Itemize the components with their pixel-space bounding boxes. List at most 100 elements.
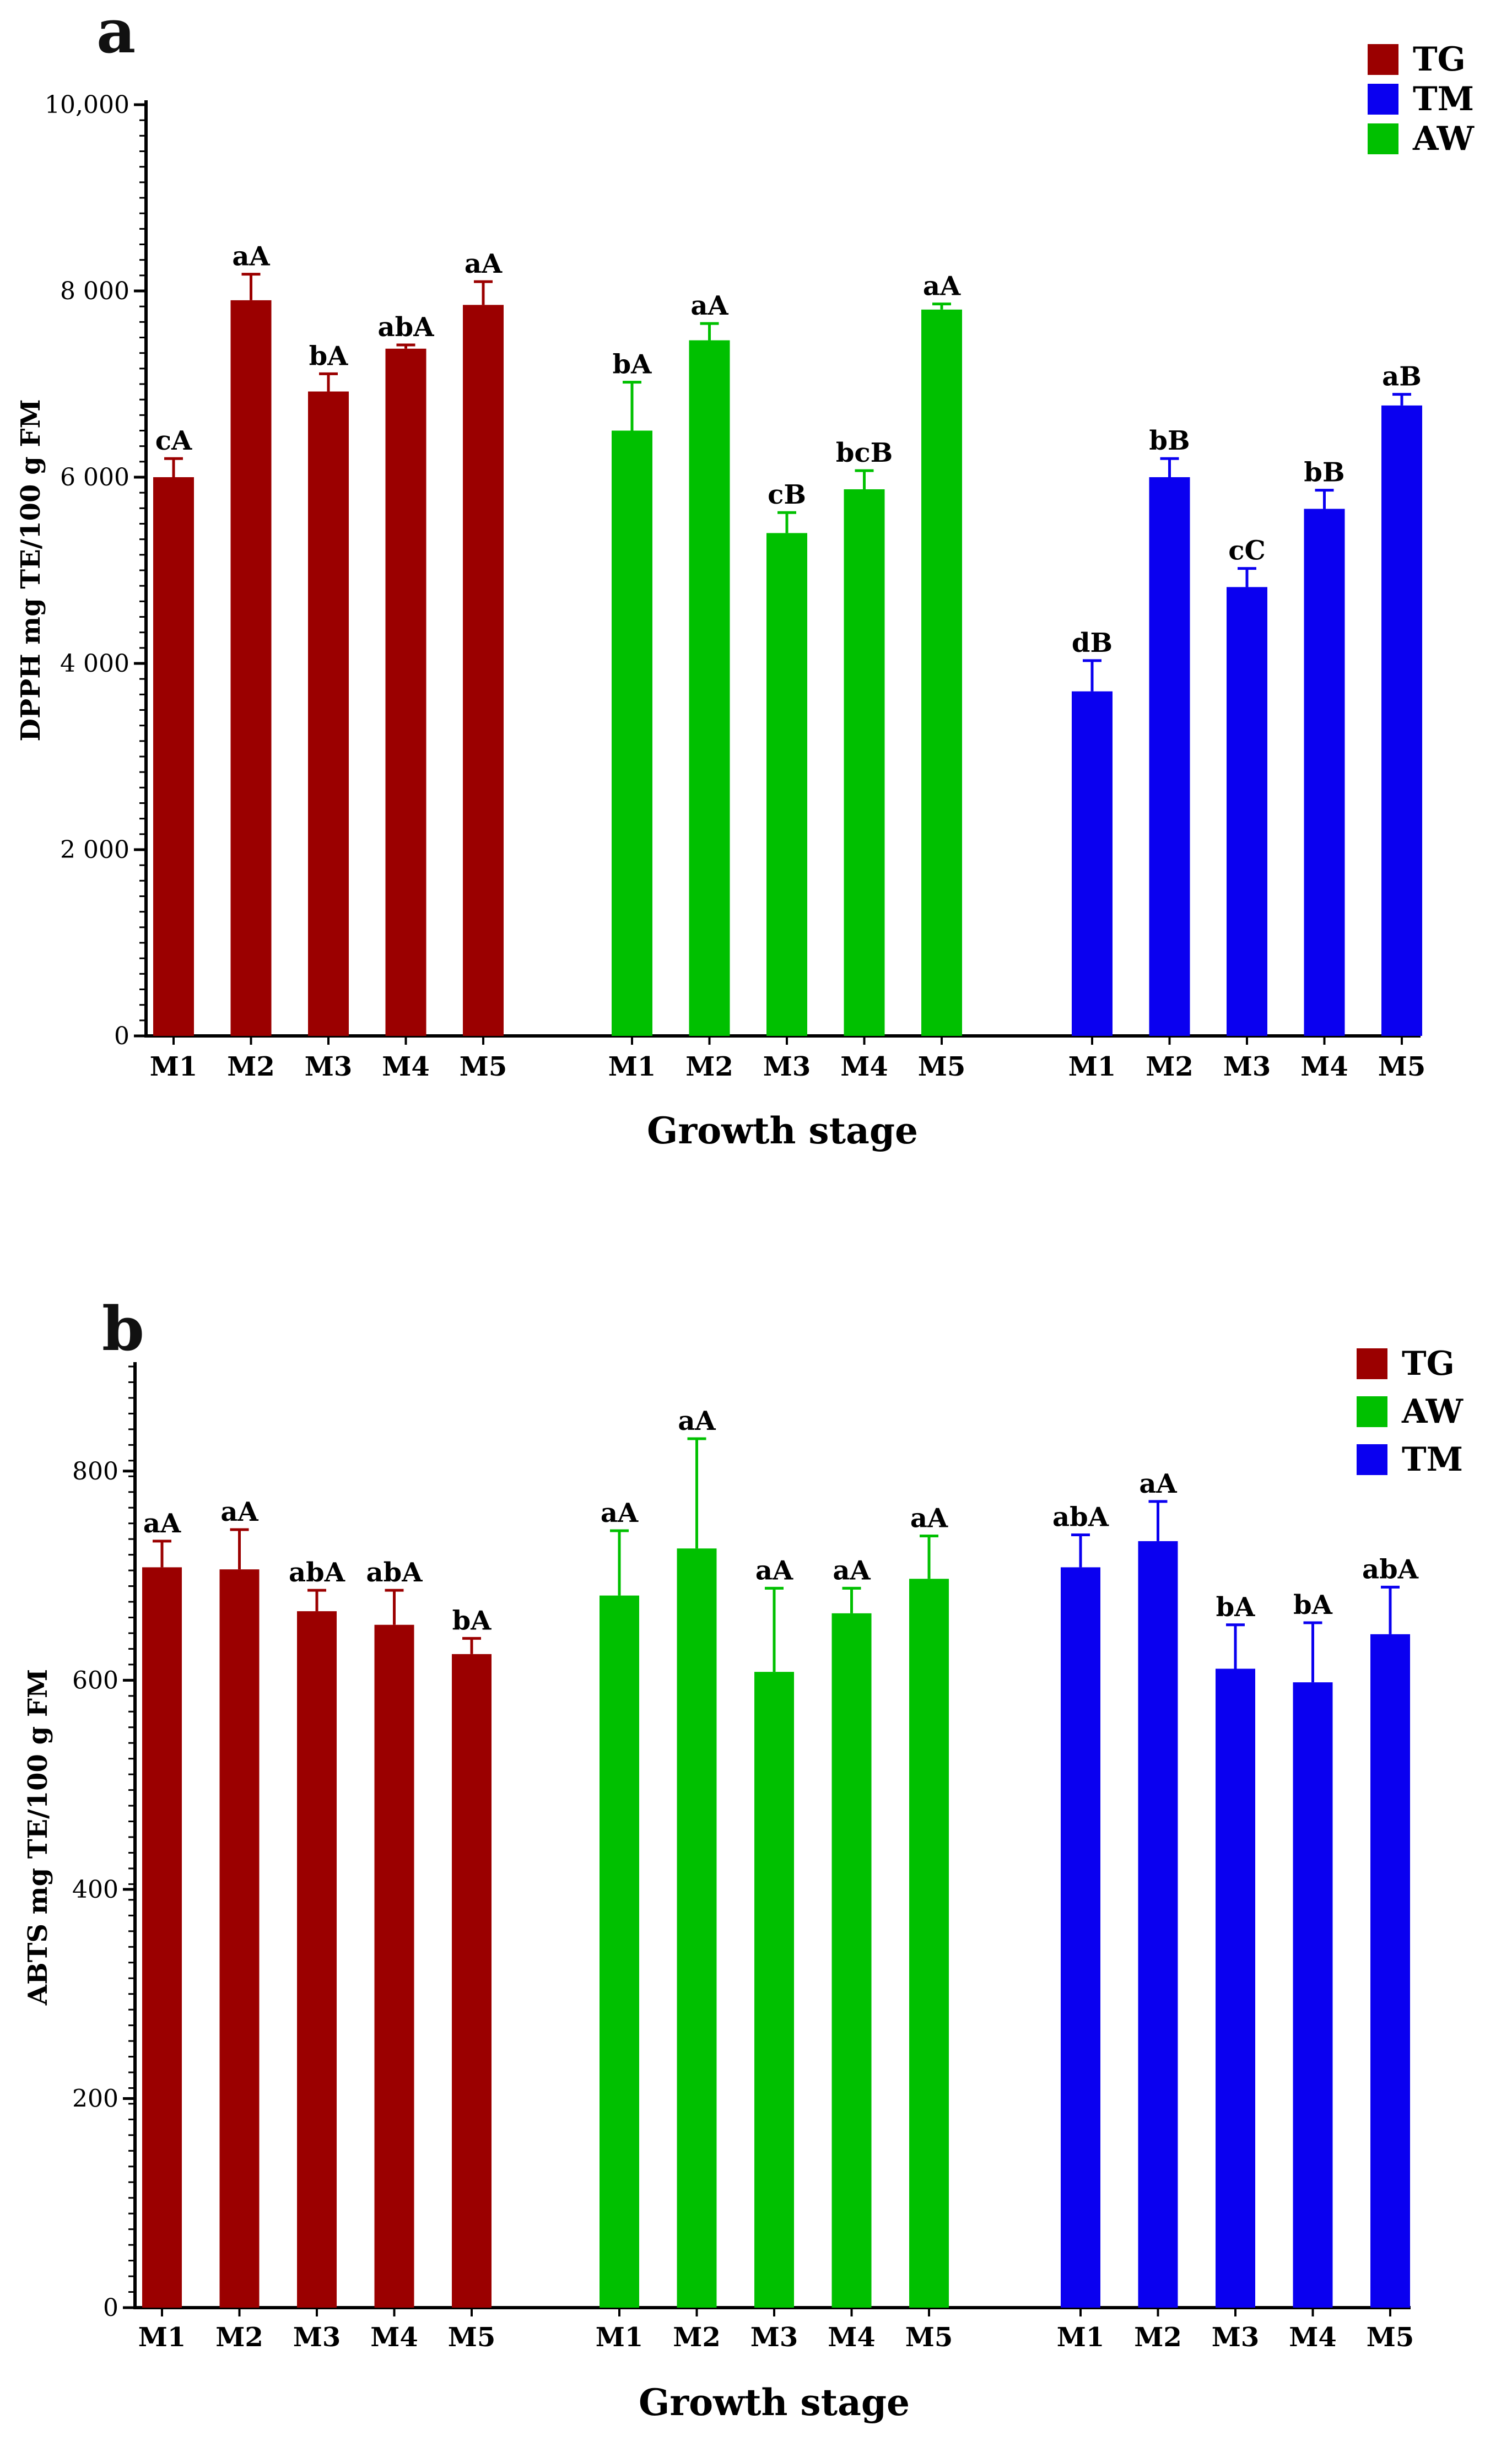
bar-label: aA: [1139, 1468, 1177, 1499]
bar: [1370, 1634, 1410, 2308]
bar-label: cA: [155, 425, 192, 456]
bar-label: abA: [378, 312, 435, 343]
bar-label: abA: [1052, 1502, 1109, 1533]
bar: [1149, 477, 1190, 1036]
bar-label: abA: [289, 1557, 345, 1588]
bar-label: bB: [1149, 425, 1190, 456]
x-tick-label: M5: [448, 2322, 496, 2353]
bar-label: aA: [220, 1497, 258, 1527]
x-tick-label: M1: [150, 1051, 198, 1082]
bar-label: aB: [1382, 361, 1422, 392]
bar: [1304, 509, 1345, 1036]
bar-label: aA: [833, 1555, 871, 1586]
x-tick-label: M4: [840, 1051, 888, 1082]
legend-label: TG: [1402, 1344, 1455, 1383]
bar: [219, 1569, 260, 2308]
x-tick-label: M2: [1146, 1051, 1194, 1082]
bar: [754, 1672, 794, 2308]
bar-label: bcB: [836, 438, 893, 468]
bar: [1072, 691, 1113, 1036]
bar: [612, 430, 652, 1036]
x-tick-label: M1: [138, 2322, 186, 2353]
bar-label: dB: [1072, 628, 1113, 658]
y-axis-title: DPPH mg TE/100 g FM: [15, 399, 46, 741]
bar: [374, 1624, 414, 2308]
series-tm: dB M1 bB M2 cC M3 bB M4 aB M5: [1068, 361, 1426, 1082]
x-tick-label: M3: [1212, 2322, 1260, 2353]
bar-label: cB: [768, 479, 806, 510]
bar-label: aA: [678, 1406, 716, 1436]
bar: [766, 533, 807, 1036]
x-tick-label: M1: [1057, 2322, 1105, 2353]
series-aw: aA M1 aA M2 aA M3 aA M4 aA M5: [596, 1406, 953, 2353]
bar-label: aA: [755, 1555, 793, 1586]
x-tick-label: M1: [596, 2322, 644, 2353]
bar-label: aA: [601, 1498, 639, 1529]
x-axis-title: Growth stage: [647, 1109, 918, 1152]
panel-b: b 0 200 400 600 800 ABTS mg TE/100 g FM Growth …: [23, 1293, 1464, 2424]
y-tick-label: 4 000: [60, 650, 129, 678]
bar: [153, 477, 194, 1036]
series-tg: aA M1 aA M2 abA M3 abA M4 bA M5: [138, 1497, 496, 2353]
bar-label: aA: [923, 271, 961, 302]
y-tick-label: 400: [72, 1876, 118, 1904]
bar: [230, 300, 272, 1036]
bar: [600, 1595, 639, 2308]
legend-label: TG: [1413, 40, 1466, 79]
y-tick-label: 10,000: [45, 91, 129, 119]
panel-label: b: [102, 1293, 144, 1364]
x-tick-label: M2: [1134, 2322, 1182, 2353]
y-tick-label: 200: [72, 2084, 118, 2113]
y-tick-label: 0: [103, 2294, 118, 2322]
x-tick-label: M3: [763, 1051, 811, 1082]
y-tick-label: 2 000: [60, 836, 129, 864]
bar: [921, 309, 962, 1036]
bar-label: bA: [309, 341, 349, 371]
x-tick-label: M3: [293, 2322, 341, 2353]
x-tick-label: M5: [905, 2322, 953, 2353]
y-tick-label: 6 000: [60, 463, 129, 492]
legend-label: TM: [1413, 80, 1474, 118]
bar: [844, 489, 885, 1036]
bar: [297, 1611, 337, 2308]
x-tick-label: M4: [382, 1051, 430, 1082]
bar-label: bA: [613, 349, 652, 380]
x-tick-label: M3: [305, 1051, 353, 1082]
bar-label: abA: [1362, 1554, 1419, 1585]
x-axis-title: Growth stage: [639, 2381, 910, 2424]
bar-label: bA: [452, 1605, 492, 1636]
bar: [463, 305, 504, 1036]
legend-swatch: [1357, 1396, 1387, 1427]
bar-label: aA: [465, 249, 503, 279]
legend-swatch: [1368, 44, 1398, 75]
x-tick-label: M5: [1378, 1051, 1426, 1082]
legend: TG AW TM: [1357, 1344, 1464, 1479]
legend-label: AW: [1401, 1392, 1464, 1431]
panel-label: a: [96, 0, 136, 67]
bar: [1381, 405, 1422, 1036]
bar: [677, 1548, 717, 2308]
x-tick-label: M4: [1300, 1051, 1348, 1082]
bar-label: aA: [143, 1508, 181, 1539]
x-tick-label: M2: [227, 1051, 275, 1082]
bar: [831, 1613, 872, 2308]
legend-swatch: [1368, 123, 1398, 154]
bar: [142, 1567, 182, 2308]
legend-label: TM: [1402, 1440, 1463, 1479]
bar: [452, 1654, 492, 2308]
legend-label: AW: [1412, 120, 1475, 158]
bar: [1216, 1668, 1255, 2308]
bar-label: bA: [1293, 1590, 1333, 1621]
x-tick-label: M4: [828, 2322, 876, 2353]
y-tick-label: 600: [72, 1666, 118, 1694]
bar: [1293, 1682, 1333, 2308]
x-tick-label: M5: [918, 1051, 966, 1082]
panel-a: a 0 2 000 4 000 6 000 8 000 10,000 DPPH mg TE/1…: [15, 0, 1475, 1152]
bar: [689, 340, 730, 1036]
legend-swatch: [1368, 84, 1398, 115]
bar: [1061, 1567, 1100, 2308]
legend-swatch: [1357, 1444, 1387, 1475]
x-tick-label: M3: [1223, 1051, 1271, 1082]
